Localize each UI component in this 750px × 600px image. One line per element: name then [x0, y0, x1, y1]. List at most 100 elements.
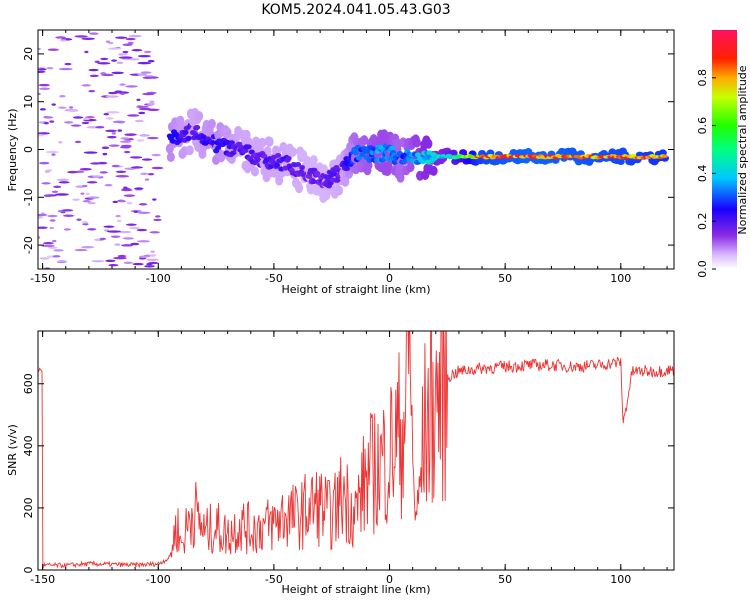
noise-cell — [58, 181, 70, 184]
ridge-halo — [608, 148, 617, 156]
noise-cell — [119, 92, 125, 95]
colorbar-tick-label: 0.8 — [696, 69, 709, 87]
noise-cell — [69, 106, 74, 109]
noise-cell — [106, 111, 120, 114]
noise-cell — [90, 162, 102, 165]
noise-cell — [117, 230, 132, 234]
noise-cell — [149, 100, 155, 103]
colorbar: 0.0 0.2 0.4 0.6 0.8 Normalized spectral ampl… — [696, 30, 749, 278]
noise-cell — [51, 153, 56, 156]
noise-cell — [49, 120, 55, 123]
ridge-cell — [194, 124, 201, 130]
y-tick-label: 200 — [22, 497, 35, 518]
noise-cell — [125, 85, 138, 88]
ridge-halo — [360, 135, 369, 146]
noise-cell — [89, 32, 99, 35]
noise-cell — [48, 246, 58, 249]
noise-cell — [38, 226, 48, 229]
noise-cell — [146, 136, 159, 140]
noise-cell — [136, 98, 141, 102]
ridge-cell — [185, 135, 192, 141]
noise-cell — [102, 152, 108, 156]
noise-cell — [106, 135, 117, 139]
noise-cell — [38, 92, 41, 96]
noise-cell — [138, 203, 148, 206]
noise-cell — [149, 254, 157, 257]
noise-cell — [38, 132, 50, 135]
noise-cell — [38, 213, 48, 217]
noise-cell — [64, 62, 72, 66]
noise-cell — [52, 255, 61, 258]
x-tick-label: -50 — [265, 573, 283, 586]
spectrogram-xlabel: Height of straight line (km) — [281, 283, 430, 296]
ridge-halo — [429, 165, 438, 176]
noise-cell — [123, 261, 134, 264]
noise-cell — [38, 47, 42, 51]
noise-cell — [81, 84, 91, 87]
ridge-halo — [509, 148, 518, 156]
noise-cell — [38, 68, 47, 71]
ridge-cell — [356, 155, 363, 161]
noise-cell — [140, 134, 149, 137]
ridge-cell — [182, 129, 189, 135]
noise-cell — [131, 49, 143, 52]
noise-cell — [110, 235, 121, 238]
noise-cell — [94, 60, 100, 64]
ridge-halo — [265, 136, 274, 147]
noise-cell — [134, 187, 144, 190]
noise-cell — [147, 108, 160, 111]
ridge-cell — [299, 165, 306, 171]
noise-cell — [38, 133, 45, 137]
noise-cell — [101, 146, 110, 150]
ridge-halo — [406, 162, 415, 173]
noise-cell — [91, 259, 105, 263]
noise-cell — [112, 200, 119, 204]
snr-series-line — [38, 331, 674, 570]
noise-cell — [144, 50, 152, 54]
noise-cell — [106, 230, 121, 233]
y-tick-label: 0 — [22, 146, 35, 153]
chart-title: KOM5.2024.041.05.43.G03 — [261, 2, 450, 18]
noise-cell — [136, 228, 148, 232]
noise-cell — [124, 133, 137, 136]
noise-cell — [43, 121, 49, 125]
ridge-cell — [192, 131, 199, 137]
ridge-halo — [616, 158, 625, 166]
ridge-halo — [295, 183, 304, 194]
noise-cell — [146, 262, 153, 266]
ridge-cell — [352, 150, 359, 156]
noise-cell — [87, 201, 96, 205]
ridge-halo — [476, 157, 485, 165]
noise-cell — [144, 265, 155, 268]
noise-cell — [63, 228, 71, 231]
ridge-cell — [255, 157, 262, 163]
y-tick-label: 10 — [22, 95, 35, 109]
x-tick-label: -100 — [146, 272, 171, 285]
noise-cell — [152, 198, 157, 201]
noise-cell — [51, 190, 59, 193]
noise-cell — [108, 263, 119, 267]
noise-cell — [56, 178, 70, 181]
noise-cell — [76, 218, 82, 221]
noise-cell — [128, 34, 142, 38]
noise-cell — [100, 72, 107, 75]
noise-cell — [141, 158, 153, 161]
noise-cell — [111, 132, 116, 135]
noise-cell — [123, 186, 128, 189]
ridge-cell — [242, 148, 249, 154]
noise-cell — [41, 182, 51, 185]
noise-cell — [89, 74, 99, 78]
noise-cell — [39, 87, 51, 90]
ridge-cell — [414, 152, 421, 158]
noise-cell — [137, 73, 147, 76]
colorbar-tick-label: 0.6 — [696, 117, 709, 135]
noise-cell — [85, 192, 90, 196]
ridge-halo — [207, 118, 216, 129]
noise-cell — [38, 216, 44, 219]
noise-cell — [138, 111, 146, 115]
noise-cell — [55, 36, 67, 39]
ridge-cell — [389, 145, 396, 151]
